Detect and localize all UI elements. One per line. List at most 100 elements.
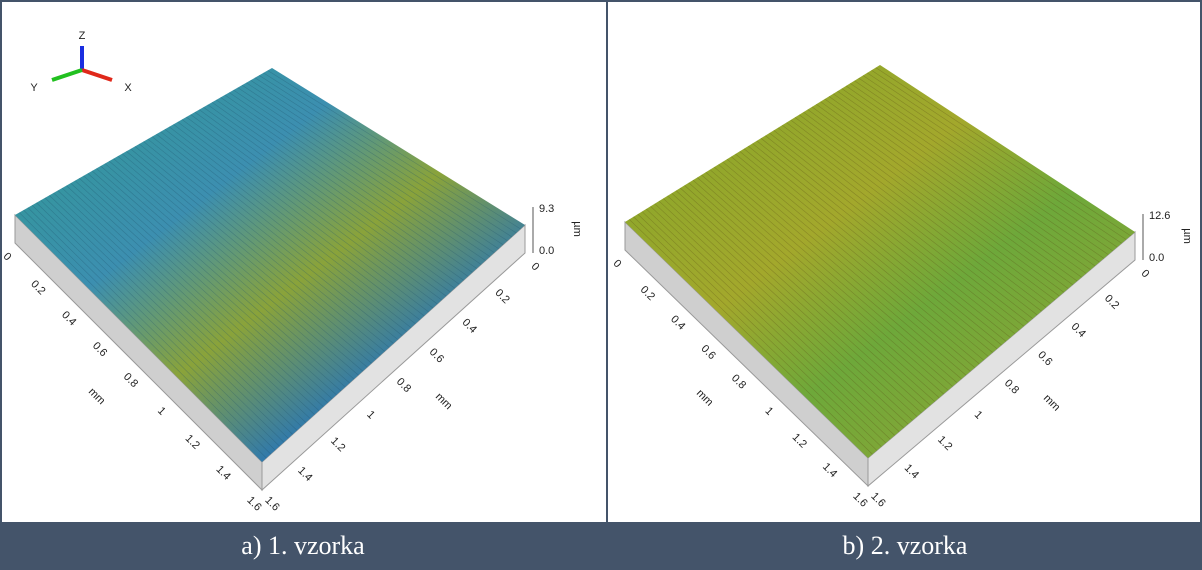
surface-ridge — [752, 143, 1002, 346]
surface-ridge — [53, 192, 302, 427]
surface-ridge — [100, 165, 350, 384]
tick-label: 0.2 — [28, 278, 47, 297]
surface-ridge — [773, 130, 1024, 327]
surface-ridge — [658, 200, 904, 429]
tick-label: 1.6 — [850, 490, 869, 509]
surface-ridge — [654, 203, 900, 432]
tick-label: 0.6 — [90, 340, 109, 359]
surface-ridge — [735, 153, 984, 361]
surface-ridge — [867, 72, 1122, 244]
surface-ridge — [211, 102, 464, 281]
z-unit: µm — [1181, 228, 1193, 244]
surface-ridge — [820, 101, 1073, 285]
surface-ridge — [258, 75, 513, 238]
tick-label: 1.2 — [183, 433, 202, 452]
z-min: 0.0 — [539, 245, 554, 257]
surface-ridge — [799, 114, 1051, 304]
caption-bar — [0, 522, 1202, 570]
surface-ridge — [875, 67, 1131, 237]
tick-label: 0.2 — [493, 287, 512, 306]
surface-ridge — [169, 126, 420, 321]
surface-ridge — [134, 146, 385, 352]
surface-ridge — [828, 96, 1082, 278]
tick-label: 1.4 — [295, 465, 314, 484]
z-unit: µm — [571, 221, 583, 237]
surface-ridge — [83, 175, 333, 400]
surface-ridge — [79, 178, 328, 403]
surface-ridge — [237, 87, 491, 257]
surface-ridge — [49, 195, 298, 431]
tick-label: 0.2 — [1102, 293, 1121, 312]
triad-x — [81, 68, 113, 82]
surface-ridge — [646, 208, 891, 440]
surface-ridge — [31, 204, 280, 447]
surface-ridge — [816, 104, 1069, 289]
surface-ridge — [241, 84, 495, 253]
tick-label: 0.8 — [394, 376, 413, 395]
surface-ridge — [267, 70, 521, 230]
surface-ridge — [637, 213, 882, 447]
surface — [625, 65, 1135, 458]
triad-label: Z — [79, 30, 86, 42]
surface-ridge — [151, 136, 403, 336]
surface-ridge — [833, 93, 1087, 274]
surface-ridge — [663, 198, 909, 425]
tick-label: 1.4 — [820, 461, 839, 480]
surface-ridge — [186, 116, 438, 305]
tick-label: 1.4 — [214, 463, 233, 482]
surface-ridge — [760, 138, 1011, 338]
surface-ridge — [845, 85, 1100, 263]
surface-ridge — [786, 122, 1038, 316]
surface-ridge — [250, 79, 504, 246]
surface-ridge — [87, 173, 337, 396]
surface-ridge — [246, 82, 499, 249]
z-max: 12.6 — [1149, 210, 1170, 222]
surface-ridge — [641, 211, 887, 444]
surface-ridge — [756, 140, 1007, 342]
tick-label: 0.2 — [638, 284, 657, 303]
surface-ridge — [139, 143, 390, 348]
surface-ridge — [194, 111, 447, 297]
surface-ridge — [203, 106, 456, 289]
surface-ridge — [263, 72, 517, 234]
surface-ridge — [190, 114, 442, 301]
surface-ridge — [40, 200, 289, 439]
tick-label: 1 — [155, 405, 168, 418]
tick-label: 1.2 — [935, 434, 954, 453]
surface-ridge — [109, 160, 359, 376]
surface-ridge — [675, 190, 922, 414]
surface-ridge — [74, 180, 324, 407]
surface-ridge — [156, 133, 407, 332]
surface-ridge — [765, 135, 1016, 334]
tick-label: 0.8 — [121, 371, 140, 390]
surface-ridge — [633, 216, 878, 451]
surface-ridge — [216, 99, 469, 277]
surface-ridge — [629, 219, 873, 455]
tick-label: 1.6 — [244, 494, 263, 513]
surface-ridge — [722, 161, 971, 372]
surface-ridge — [126, 151, 377, 360]
surface-ridge — [769, 132, 1020, 331]
surface-ridge — [143, 141, 394, 344]
surface-ridge — [748, 145, 998, 349]
surface-ridge — [667, 195, 913, 421]
tick-label: 1 — [763, 405, 776, 418]
surface-ridge — [650, 206, 895, 436]
surface-ridge — [807, 109, 1060, 297]
surface-ridge — [160, 131, 412, 328]
tick-label: 0 — [1139, 268, 1152, 281]
surface-ridge — [121, 153, 372, 364]
caption: a) 1. vzorka — [241, 531, 365, 560]
surface-ridge — [782, 124, 1033, 319]
surface-ridge — [19, 212, 267, 459]
tick-label: 1.2 — [790, 431, 809, 450]
surface-ridge — [23, 209, 271, 455]
surface-ridge — [777, 127, 1029, 323]
surface-ridge — [697, 177, 944, 395]
tick-label: 0.6 — [1035, 349, 1054, 368]
tick-label: 0 — [611, 258, 624, 271]
tick-label: 0 — [529, 261, 542, 274]
surface-ridge — [871, 69, 1127, 240]
surface-ridge — [91, 170, 342, 392]
tick-label: 0.4 — [668, 313, 687, 332]
